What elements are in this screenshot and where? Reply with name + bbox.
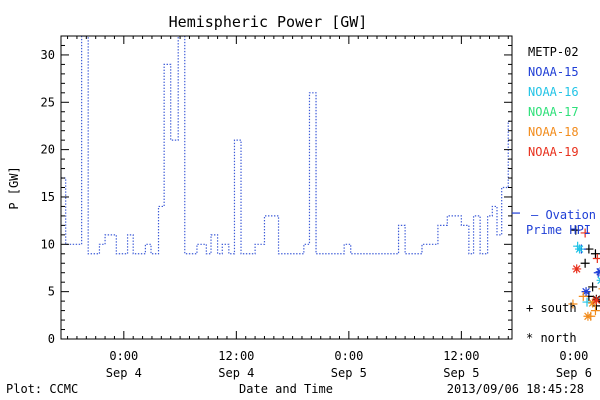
y-tick-label: 15 (41, 190, 55, 204)
legend-item: NOAA-17 (528, 105, 579, 119)
x-axis-label: Date and Time (239, 382, 333, 396)
chart-title: Hemispheric Power [GW] (169, 13, 368, 31)
x-tick-label-date: Sep 5 (443, 366, 479, 380)
legend-item: NOAA-18 (528, 125, 579, 139)
marker-shape (592, 254, 600, 264)
marker-shape (595, 267, 600, 277)
data-point-noaa-16-north (575, 244, 585, 254)
marker-shape (568, 299, 578, 309)
legend-item: NOAA-15 (528, 65, 579, 79)
marker-shape (575, 244, 585, 254)
marker-shape (578, 291, 588, 301)
x-tick-label-date: Sep 6 (556, 366, 592, 380)
marker-shape (584, 244, 594, 254)
legend-item: METP-02 (528, 45, 579, 59)
footer-plot-label: Plot: CCMC (6, 382, 78, 396)
data-point-noaa-18-north (588, 298, 598, 308)
ovation-label-2: Prime HPI (526, 223, 591, 237)
ovation-label-1: — Ovation (531, 208, 596, 222)
data-point-metp-02-south (571, 225, 581, 235)
marker-shape (596, 276, 600, 285)
marker-shape (588, 282, 598, 292)
data-point-metp-02-south (590, 249, 600, 259)
legend-item: NOAA-19 (528, 145, 579, 159)
marker-legend-item: * north (526, 331, 577, 345)
x-tick-label-date: Sep 4 (218, 366, 254, 380)
x-tick-label-time: 12:00 (443, 349, 479, 363)
y-tick-label: 0 (48, 332, 55, 346)
plot-frame (60, 35, 513, 340)
y-tick-label: 20 (41, 143, 55, 157)
data-point-metp-02-south (588, 282, 598, 292)
data-point-noaa-19-north (572, 264, 582, 274)
x-tick-label-time: 0:00 (109, 349, 138, 363)
x-tick-label-date: Sep 5 (331, 366, 367, 380)
data-point-metp-02-south (580, 258, 590, 268)
data-point-noaa-19-south (580, 228, 590, 238)
legend: METP-02 NOAA-15 NOAA-16 NOAA-17 NOAA-18 NOAA-… (526, 45, 579, 345)
plot-area: 0 5 10 15 20 25 30 0:00 Sep 4 12:00 Sep 4 0:00 Sep 5… (41, 35, 600, 380)
data-point-noaa-15-north (595, 267, 600, 277)
data-point-noaa-18-south (590, 306, 600, 316)
marker-shape (590, 306, 600, 316)
y-tick-label: 10 (41, 237, 55, 251)
x-tick-label-date: Sep 4 (106, 366, 142, 380)
marker-shape (571, 225, 581, 235)
data-point-noaa-18-north (583, 311, 593, 321)
legend-item: NOAA-16 (528, 85, 579, 99)
marker-shape (590, 249, 600, 259)
y-tick-label: 5 (48, 285, 55, 299)
marker-shape (580, 228, 590, 238)
marker-shape (580, 258, 590, 268)
data-point-metp-02-south (584, 244, 594, 254)
y-axis-label: P [GW] (7, 166, 21, 209)
x-tick-label-time: 0:00 (334, 349, 363, 363)
data-point-noaa-18-south (578, 291, 588, 301)
marker-shape (583, 311, 593, 321)
marker-shape (582, 297, 592, 307)
data-point-noaa-19-south (592, 254, 600, 264)
y-tick-label: 25 (41, 95, 55, 109)
marker-legend-item: + south (526, 301, 577, 315)
data-point-noaa-15-north (581, 287, 591, 297)
x-tick-label-time: 0:00 (559, 349, 588, 363)
marker-shape (572, 264, 582, 274)
data-point-noaa-19-north (591, 295, 600, 305)
footer-timestamp: 2013/09/06 18:45:28 (447, 382, 584, 396)
marker-shape (591, 295, 600, 305)
y-tick-label: 30 (41, 48, 55, 62)
data-point-noaa-18-south (568, 299, 578, 309)
marker-shape (581, 287, 591, 297)
ovation-power-line (61, 36, 512, 255)
x-tick-label-time: 12:00 (218, 349, 254, 363)
data-point-noaa-16-north (596, 276, 600, 285)
data-point-noaa-16-south (582, 297, 592, 307)
marker-shape (588, 298, 598, 308)
